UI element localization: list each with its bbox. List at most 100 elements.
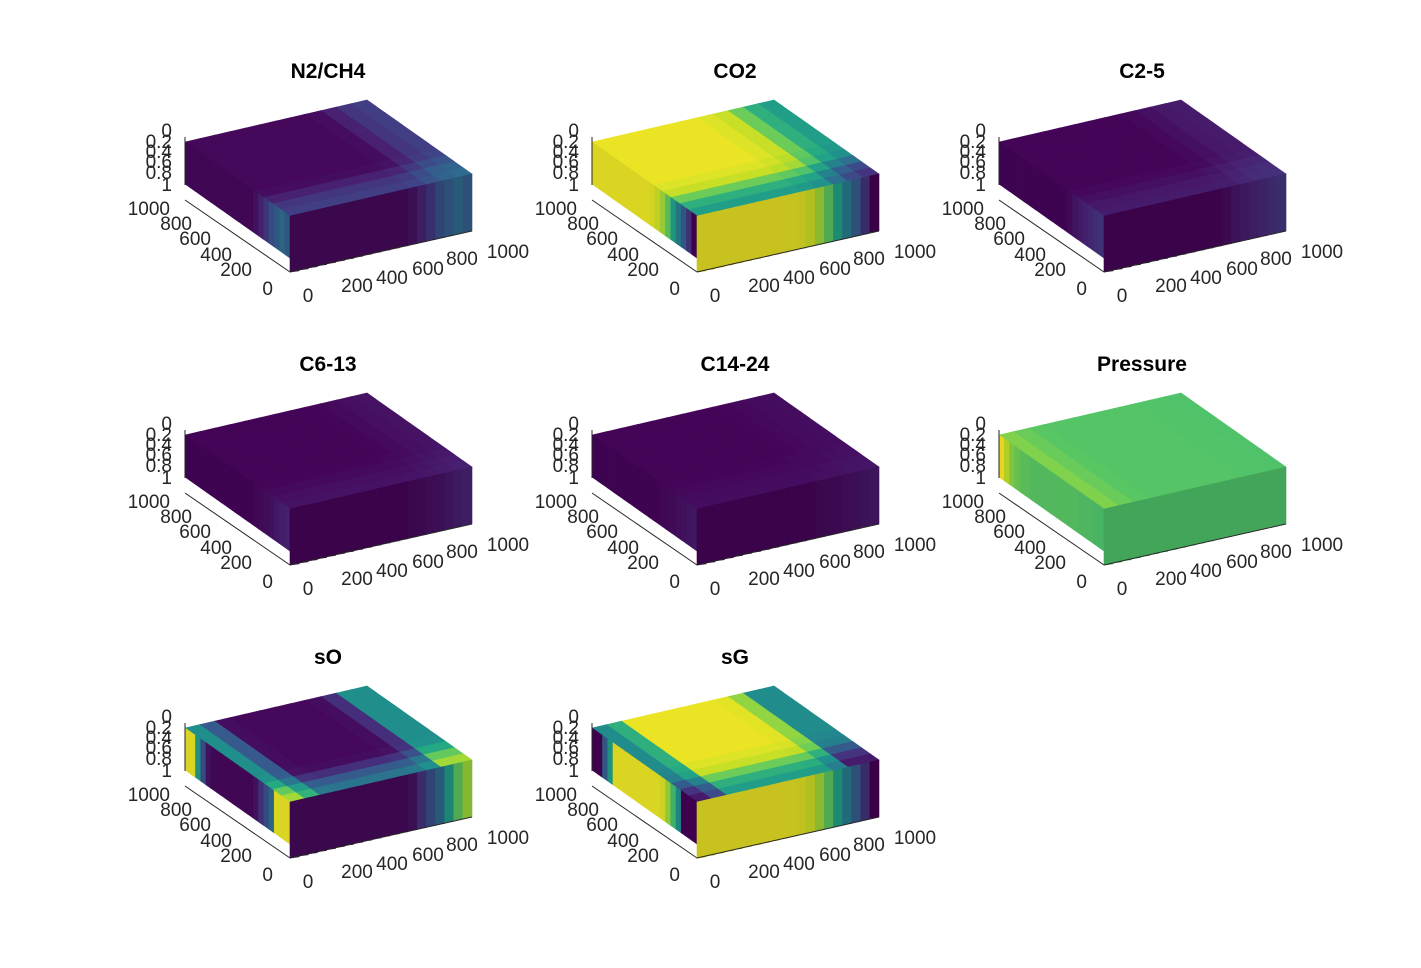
right-cell (714, 209, 725, 269)
right-cell (380, 778, 391, 838)
front-cell (279, 794, 286, 841)
z-tick-label: 0.8 (146, 163, 172, 184)
right-cell (1103, 506, 1114, 566)
right-cell (307, 502, 318, 562)
right-cell (1258, 177, 1269, 237)
right-cell (417, 477, 427, 536)
right-cell (1121, 209, 1132, 269)
right-cell (860, 175, 871, 235)
front-cell (184, 434, 191, 482)
right-cell (1212, 481, 1223, 541)
right-cell (435, 179, 446, 239)
right-cell (335, 789, 345, 848)
right-cell (751, 493, 762, 553)
x-tick-label: 400 (376, 268, 408, 289)
right-cell (714, 795, 725, 855)
front-cell (252, 482, 259, 530)
front-cell (237, 764, 244, 812)
right-cell (769, 489, 780, 549)
z-tick-label: 0.6 (960, 152, 986, 173)
z-tick-label: 0 (975, 121, 986, 142)
front-cell (649, 182, 656, 229)
x-tick-label: 0 (303, 286, 314, 307)
front-cell (612, 449, 619, 497)
right-cell (1167, 198, 1178, 258)
right-cell (1167, 491, 1178, 551)
right-cell (696, 213, 707, 273)
right-cell (1176, 196, 1187, 256)
right-cell (814, 772, 825, 832)
front-cell (268, 200, 275, 248)
z-tick-label: 0.4 (146, 728, 173, 749)
right-cell (307, 795, 318, 855)
right-cell (1185, 487, 1196, 547)
right-cell (751, 200, 762, 260)
right-cell (453, 175, 464, 235)
front-cell (612, 156, 619, 204)
front-cell (216, 456, 223, 504)
right-cell (353, 198, 364, 258)
y-tick-label: 600 (993, 229, 1025, 250)
right-cell (1240, 182, 1250, 241)
front-cell (1056, 475, 1063, 522)
front-cell (221, 753, 228, 801)
front-cell (633, 464, 640, 511)
right-cell (417, 770, 427, 829)
x-tick-label: 1000 (1301, 535, 1343, 556)
z-tick-label: 0.2 (146, 425, 172, 446)
x-tick-label: 400 (783, 268, 815, 289)
front-cell (258, 779, 265, 827)
front-cell (644, 178, 651, 226)
z-tick-label: 0.2 (146, 718, 172, 739)
right-cell (326, 791, 336, 850)
front-cell (273, 204, 280, 252)
right-cell (435, 765, 446, 825)
front-cell (189, 438, 196, 485)
front-cell (210, 452, 217, 500)
x-tick-label: 1000 (894, 828, 936, 849)
right-cell (1176, 489, 1187, 549)
front-cell (617, 745, 624, 793)
front-cell (1093, 208, 1100, 255)
front-cell (205, 449, 212, 497)
front-cell (279, 501, 286, 548)
y-tick-label: 800 (160, 507, 192, 528)
y-tick-label: 0 (262, 865, 273, 886)
y-axis-line (998, 492, 1105, 566)
right-cell (769, 196, 780, 256)
front-cell (1030, 163, 1037, 211)
right-cell (426, 768, 436, 827)
front-cell (184, 141, 191, 189)
front-face (591, 434, 698, 552)
right-cell (444, 470, 455, 530)
z-tick-label: 0.4 (553, 142, 580, 163)
front-cell (1030, 456, 1037, 504)
right-cell (462, 759, 473, 819)
front-cell (231, 760, 238, 808)
y-tick-label: 200 (627, 846, 659, 867)
front-cell (1014, 445, 1021, 493)
y-tick-label: 600 (993, 522, 1025, 543)
x-tick-label: 400 (1190, 268, 1222, 289)
front-cell (279, 208, 286, 255)
right-cell (869, 759, 880, 819)
front-cell (665, 779, 672, 827)
y-tick-label: 0 (1076, 279, 1087, 300)
right-face (1103, 173, 1287, 273)
front-face (591, 141, 698, 259)
front-cell (268, 493, 275, 541)
right-cell (824, 477, 834, 536)
right-cell (289, 506, 300, 566)
right-cell (1158, 493, 1168, 553)
x-tick-label: 200 (748, 569, 780, 590)
top-face (591, 99, 880, 217)
front-cell (675, 786, 682, 834)
front-cell (670, 489, 677, 537)
right-cell (344, 786, 355, 846)
right-cell (796, 776, 807, 836)
front-cell (1061, 185, 1068, 233)
front-cell (654, 478, 661, 526)
z-tick-label: 0.4 (553, 728, 580, 749)
front-cell (659, 189, 666, 237)
